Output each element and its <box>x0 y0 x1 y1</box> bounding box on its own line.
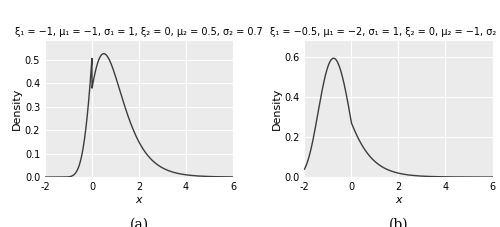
Y-axis label: Density: Density <box>272 88 281 130</box>
Title: ξ₁ = −1, μ₁ = −1, σ₁ = 1, ξ₂ = 0, μ₂ = 0.5, σ₂ = 0.7: ξ₁ = −1, μ₁ = −1, σ₁ = 1, ξ₂ = 0, μ₂ = 0… <box>15 27 263 37</box>
Y-axis label: Density: Density <box>12 88 22 130</box>
Title: ξ₁ = −0.5, μ₁ = −2, σ₁ = 1, ξ₂ = 0, μ₂ = −1, σ₂ = 0.7: ξ₁ = −0.5, μ₁ = −2, σ₁ = 1, ξ₂ = 0, μ₂ =… <box>270 27 500 37</box>
X-axis label: x: x <box>136 195 142 205</box>
Text: (b): (b) <box>388 218 408 227</box>
X-axis label: x: x <box>395 195 402 205</box>
Text: (a): (a) <box>130 218 148 227</box>
